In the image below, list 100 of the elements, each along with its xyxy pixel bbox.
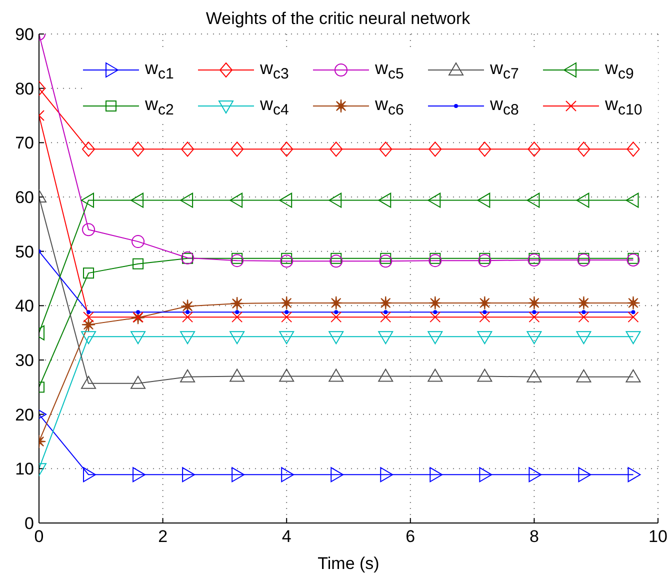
- point: [477, 368, 492, 382]
- point: [281, 467, 294, 482]
- point: [430, 252, 441, 264]
- point: [528, 467, 542, 482]
- y-tick-label: 30: [15, 351, 34, 370]
- point: [482, 310, 487, 314]
- point: [380, 467, 394, 482]
- legend-label: w$_{c10}$: [605, 94, 642, 118]
- point: [626, 369, 641, 382]
- point: [428, 254, 442, 268]
- point: [284, 310, 289, 314]
- point: [232, 252, 243, 264]
- point: [380, 252, 392, 264]
- point: [577, 142, 590, 157]
- point: [230, 192, 243, 208]
- point: [626, 254, 640, 267]
- point: [182, 312, 194, 323]
- point: [528, 142, 541, 157]
- y-tick-label: 10: [15, 460, 34, 479]
- point: [578, 312, 590, 323]
- x-tick-label: 2: [158, 527, 168, 546]
- point: [83, 312, 94, 323]
- point: [479, 312, 490, 323]
- y-tick-label: 50: [15, 242, 34, 262]
- point: [528, 254, 541, 267]
- point: [576, 296, 591, 310]
- point: [328, 331, 344, 344]
- point: [577, 254, 590, 267]
- point: [186, 310, 190, 314]
- point: [430, 467, 443, 482]
- point: [182, 467, 196, 482]
- point: [479, 252, 490, 264]
- point: [136, 310, 140, 314]
- point: [81, 376, 96, 389]
- point: [281, 252, 292, 264]
- point: [528, 252, 540, 264]
- legend-label: w$_{c9}$: [605, 58, 634, 82]
- point: [330, 312, 342, 323]
- point: [83, 268, 94, 279]
- point: [428, 192, 441, 208]
- point: [478, 254, 492, 268]
- point: [628, 467, 641, 482]
- point: [378, 368, 394, 382]
- point: [82, 318, 96, 332]
- point: [230, 296, 244, 310]
- point: [86, 310, 91, 314]
- point: [132, 467, 146, 482]
- point: [180, 331, 196, 344]
- x-axis-title: Time (s): [318, 554, 380, 573]
- point: [280, 254, 294, 268]
- legend-label: w$_{c3}$: [260, 58, 289, 82]
- point: [280, 296, 294, 310]
- point: [576, 369, 592, 382]
- chart-title: Weights of the critic neural network: [206, 9, 470, 28]
- point: [329, 296, 344, 310]
- point: [82, 142, 96, 157]
- point: [130, 331, 146, 344]
- point: [626, 296, 640, 310]
- point: [378, 296, 393, 310]
- legend-label: w$_{c8}$: [490, 94, 519, 118]
- point: [132, 235, 145, 248]
- y-tick-label: 60: [15, 188, 34, 208]
- point: [82, 223, 96, 236]
- point: [81, 192, 94, 208]
- point: [379, 142, 392, 157]
- point: [428, 331, 443, 344]
- point: [384, 310, 388, 314]
- x-tick-label: 4: [282, 527, 292, 546]
- y-tick-label: 40: [15, 296, 34, 316]
- point: [477, 331, 492, 344]
- point: [378, 331, 394, 344]
- legend-label: w$_{c1}$: [145, 58, 174, 82]
- point: [235, 310, 240, 314]
- legend-label: w$_{c4}$: [260, 94, 289, 118]
- point: [532, 310, 536, 314]
- point: [330, 142, 343, 157]
- point: [527, 296, 542, 310]
- point: [479, 467, 492, 482]
- point: [379, 254, 392, 268]
- point: [380, 312, 392, 323]
- point: [626, 331, 641, 344]
- y-tick-label: 20: [15, 405, 34, 424]
- point: [232, 312, 243, 323]
- y-tick-label: 80: [15, 79, 34, 98]
- point: [130, 376, 146, 389]
- point: [180, 192, 194, 208]
- point: [330, 252, 342, 264]
- legend-label: w$_{c7}$: [490, 58, 519, 82]
- point: [578, 467, 592, 482]
- point: [626, 192, 639, 208]
- point: [428, 296, 442, 310]
- point: [430, 312, 441, 323]
- legend-label: w$_{c2}$: [145, 94, 174, 118]
- point: [132, 258, 144, 270]
- point: [232, 467, 245, 482]
- point: [81, 331, 96, 344]
- point: [478, 142, 492, 157]
- point: [628, 312, 639, 323]
- legend-label: w$_{c6}$: [375, 94, 404, 118]
- point: [230, 368, 245, 382]
